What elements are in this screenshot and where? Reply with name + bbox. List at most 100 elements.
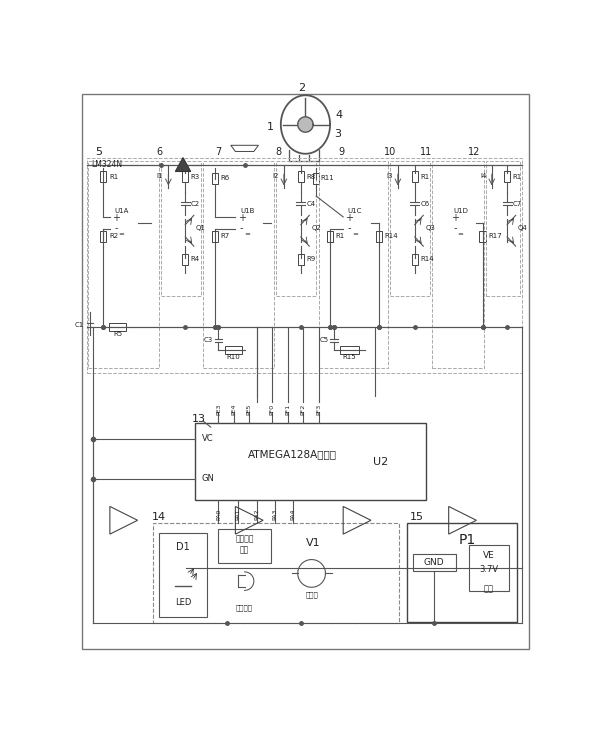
Bar (195, 423, 426, 500)
Text: 13: 13 (192, 414, 206, 425)
Text: I4: I4 (481, 173, 487, 179)
Text: -: - (240, 224, 243, 233)
Bar (161, 161, 201, 296)
Text: Q4: Q4 (518, 224, 527, 230)
Bar (412, 254, 418, 265)
Text: LM324N: LM324N (91, 160, 123, 169)
Text: +: + (112, 213, 120, 223)
Text: LED: LED (175, 598, 191, 607)
Text: R1: R1 (336, 233, 344, 239)
Text: ATMEGA128A单片机: ATMEGA128A单片机 (248, 449, 337, 459)
Text: C4: C4 (306, 201, 315, 207)
Text: 语音设备: 语音设备 (236, 605, 253, 612)
Bar (413, 554, 455, 571)
Text: R14: R14 (420, 256, 434, 262)
Bar (340, 346, 359, 354)
Text: U1D: U1D (454, 208, 468, 213)
Text: PF2: PF2 (300, 404, 306, 415)
Text: PA4: PA4 (291, 509, 296, 520)
Text: -: - (453, 224, 457, 233)
Text: U1A: U1A (114, 208, 129, 213)
Text: 11: 11 (420, 147, 433, 158)
Bar (100, 171, 106, 183)
Bar (159, 534, 207, 617)
Text: -: - (347, 224, 351, 233)
Text: PA3: PA3 (272, 509, 277, 520)
Text: 9: 9 (339, 147, 344, 158)
Text: -: - (114, 224, 118, 233)
Text: R9: R9 (306, 256, 315, 262)
Text: 15: 15 (410, 512, 424, 523)
Text: R11: R11 (321, 175, 334, 181)
Text: PE3: PE3 (216, 403, 221, 415)
Text: C6: C6 (420, 201, 430, 207)
Text: 5: 5 (95, 147, 103, 158)
Text: VE: VE (483, 551, 495, 560)
Text: R7: R7 (220, 233, 229, 239)
Text: +: + (345, 213, 353, 223)
Bar (225, 346, 241, 354)
Text: PE4: PE4 (231, 403, 237, 415)
Text: R6: R6 (220, 175, 229, 181)
Text: 8: 8 (275, 147, 281, 158)
Bar (182, 254, 188, 265)
Text: =: = (457, 231, 463, 237)
Bar (298, 254, 304, 265)
Text: 语音驱动: 语音驱动 (235, 534, 254, 543)
Text: R1: R1 (109, 174, 119, 180)
Text: Q1: Q1 (196, 224, 206, 230)
Text: +: + (238, 213, 246, 223)
Text: C2: C2 (191, 201, 200, 207)
Text: R5: R5 (113, 331, 122, 337)
Text: Q3: Q3 (426, 224, 436, 230)
Text: V1: V1 (306, 537, 321, 548)
Bar (88, 161, 159, 368)
Text: PA0: PA0 (216, 509, 221, 520)
Text: PF1: PF1 (285, 404, 290, 415)
Bar (109, 323, 126, 331)
Text: 4: 4 (336, 110, 343, 120)
Text: 模块: 模块 (240, 545, 249, 554)
Text: 震动器: 震动器 (305, 592, 318, 598)
Bar (212, 173, 218, 184)
Text: R1: R1 (513, 174, 522, 180)
Text: C7: C7 (513, 201, 522, 207)
Bar (412, 171, 418, 183)
Text: R3: R3 (191, 174, 200, 180)
Text: R10: R10 (226, 354, 240, 360)
Text: PA2: PA2 (254, 509, 259, 520)
Text: 2: 2 (298, 83, 305, 93)
Text: Q2: Q2 (312, 224, 321, 230)
Bar (504, 171, 510, 183)
Text: 14: 14 (151, 512, 166, 523)
Text: 7: 7 (215, 147, 222, 158)
Text: GND: GND (424, 558, 445, 567)
Bar (298, 171, 304, 183)
Text: U1B: U1B (240, 208, 254, 213)
Text: C3: C3 (204, 337, 213, 343)
Bar (182, 171, 188, 183)
Text: R15: R15 (343, 354, 356, 360)
Text: 1: 1 (266, 122, 274, 132)
Circle shape (299, 118, 312, 132)
Bar (100, 231, 106, 241)
Bar (219, 528, 271, 564)
Bar (486, 161, 520, 296)
Text: I2: I2 (272, 173, 278, 179)
Text: R8: R8 (306, 174, 315, 180)
Text: I1: I1 (157, 173, 163, 179)
Text: GN: GN (201, 474, 215, 484)
Text: 6: 6 (156, 147, 162, 158)
Text: PA1: PA1 (235, 509, 240, 520)
Bar (407, 523, 517, 622)
Bar (87, 158, 522, 373)
Text: =: = (119, 231, 125, 237)
Bar (318, 161, 388, 368)
Bar (479, 231, 486, 241)
Bar (276, 161, 316, 296)
Bar (327, 231, 333, 241)
Text: 12: 12 (468, 147, 480, 158)
Text: R17: R17 (488, 233, 502, 239)
Bar (390, 161, 430, 296)
Text: 电池: 电池 (484, 584, 493, 593)
